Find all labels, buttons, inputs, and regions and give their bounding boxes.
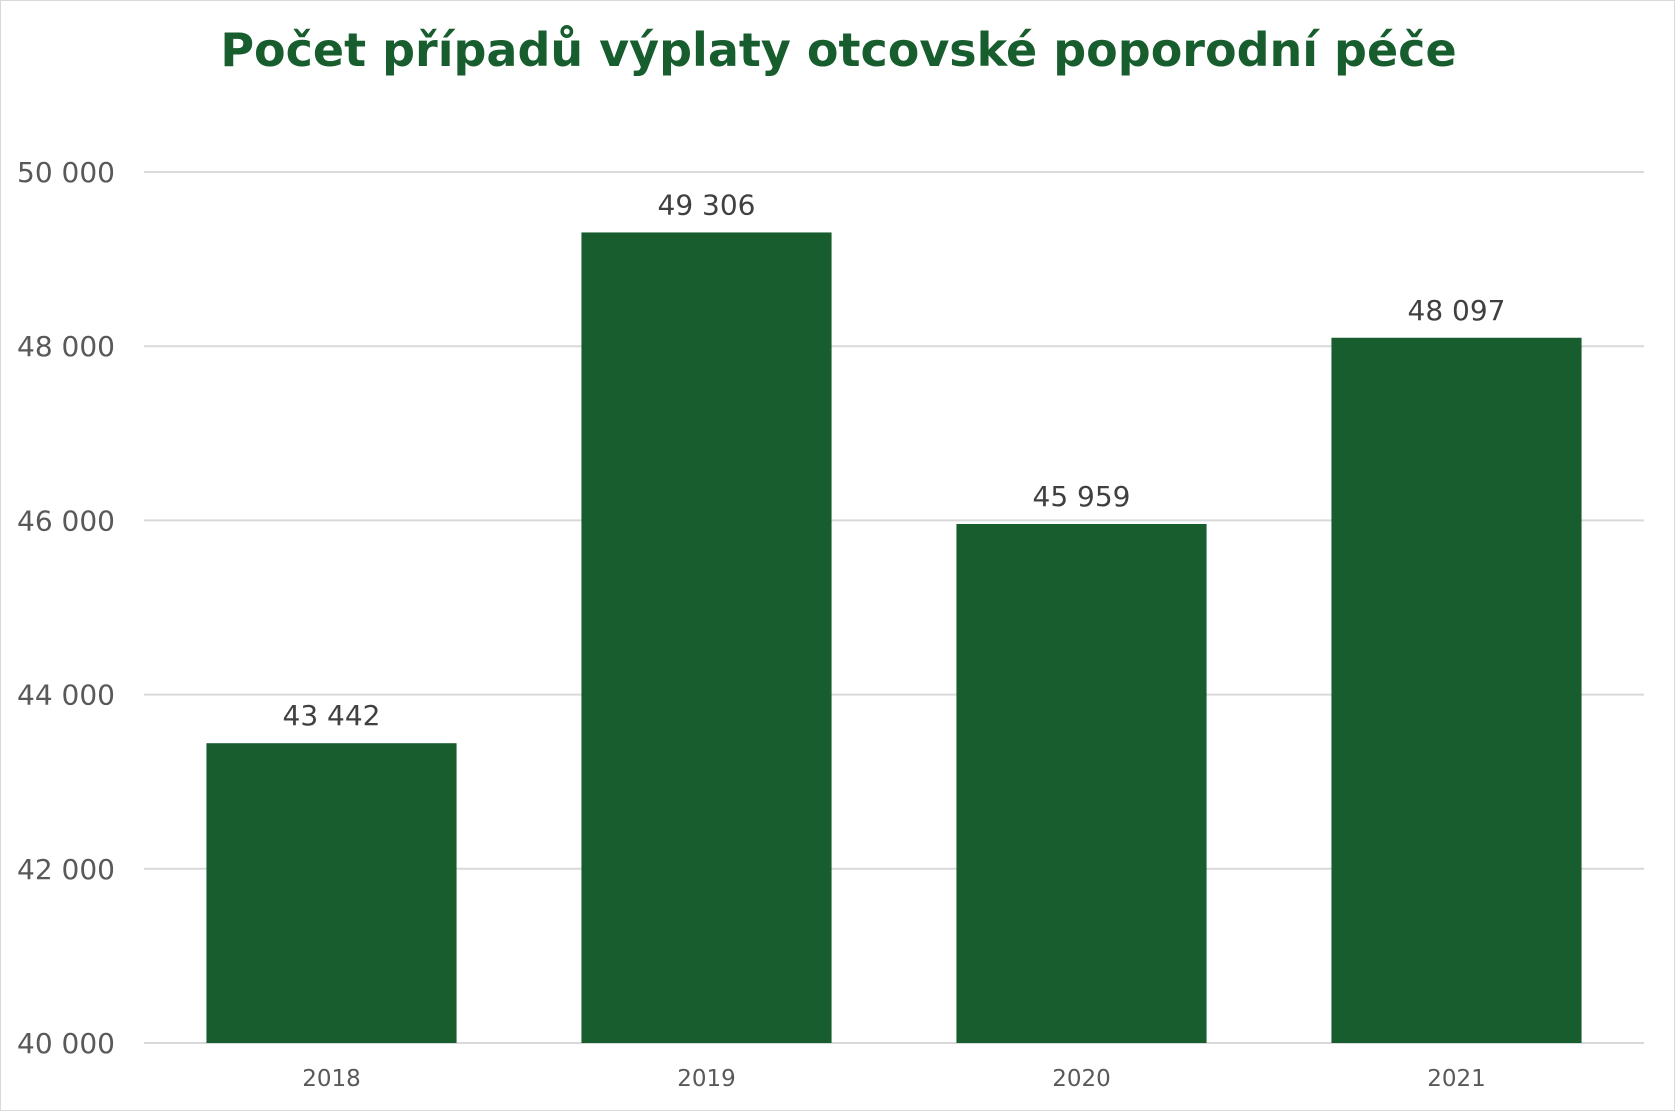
data-label-2018: 43 442 bbox=[283, 699, 381, 732]
y-tick-label: 46 000 bbox=[17, 504, 115, 537]
bar-2019 bbox=[581, 232, 832, 1044]
x-axis-ticks: 2018 2019 2020 2021 bbox=[302, 1066, 1486, 1092]
y-tick-label: 48 000 bbox=[17, 330, 115, 363]
y-tick-label: 40 000 bbox=[17, 1027, 115, 1060]
y-tick-label: 50 000 bbox=[17, 156, 115, 189]
x-tick-label-2019: 2019 bbox=[677, 1066, 736, 1092]
x-tick-label-2020: 2020 bbox=[1052, 1066, 1111, 1092]
bar-2021 bbox=[1331, 337, 1582, 1043]
bars bbox=[206, 232, 1582, 1044]
y-tick-label: 42 000 bbox=[17, 853, 115, 886]
x-tick-label-2021: 2021 bbox=[1427, 1066, 1486, 1092]
chart-title: Počet případů výplaty otcovské poporodní… bbox=[220, 23, 1457, 77]
data-labels: 43 442 49 306 45 959 48 097 bbox=[283, 188, 1506, 732]
x-tick-label-2018: 2018 bbox=[302, 1066, 361, 1092]
bar-2020 bbox=[956, 523, 1207, 1043]
data-label-2021: 48 097 bbox=[1408, 294, 1506, 327]
data-label-2019: 49 306 bbox=[658, 188, 756, 221]
data-label-2020: 45 959 bbox=[1033, 480, 1131, 513]
y-axis-ticks: 40 000 42 000 44 000 46 000 48 000 50 000 bbox=[17, 156, 115, 1060]
bar-2018 bbox=[206, 743, 457, 1043]
y-tick-label: 44 000 bbox=[17, 679, 115, 712]
